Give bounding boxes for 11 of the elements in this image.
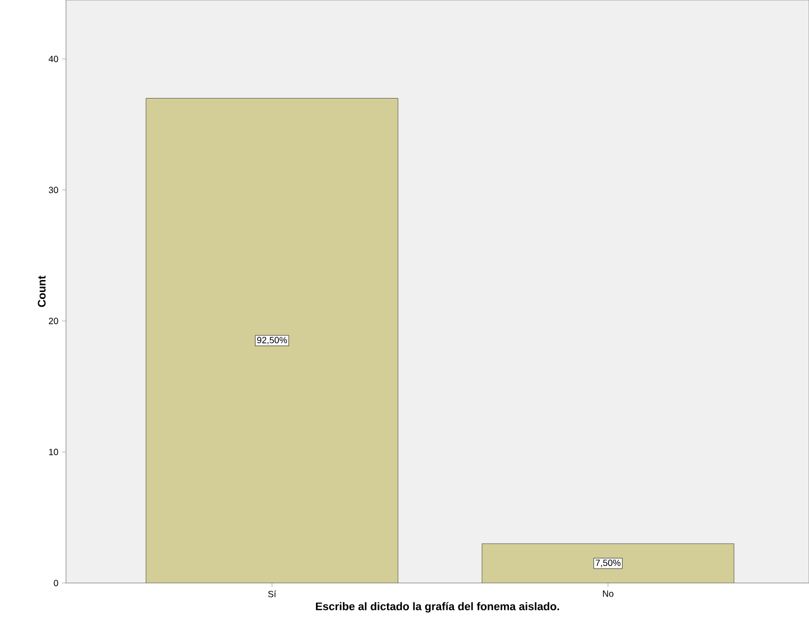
x-axis-title: Escribe al dictado la grafía del fonema aislado. [316, 602, 559, 612]
annotation: 92,50% [257, 336, 287, 344]
y-axis-title: Count [38, 276, 46, 307]
x-tick-label: Sí [268, 590, 276, 598]
y-tick-label: 30 [48, 186, 58, 194]
y-tick-label: 10 [49, 448, 58, 456]
y-tick-label: 40 [48, 56, 58, 62]
x-tick-label: No [602, 590, 614, 597]
annotation: 7,50% [596, 560, 620, 568]
y-tick-label: 0 [54, 580, 58, 586]
y-tick-label: 20 [48, 318, 58, 324]
